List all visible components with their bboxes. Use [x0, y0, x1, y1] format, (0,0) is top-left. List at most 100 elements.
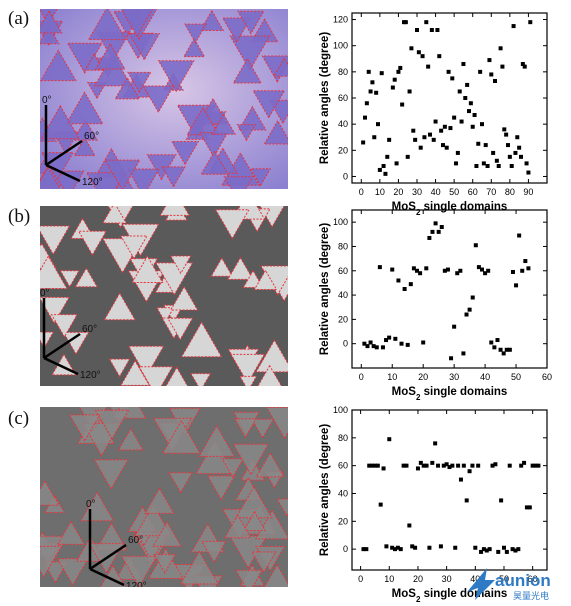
- mos2-domain: [117, 427, 144, 451]
- micrograph-a: 0° 60° 120°: [40, 9, 288, 189]
- mos2-domain: [93, 459, 129, 490]
- data-point: [465, 82, 470, 87]
- data-point: [376, 122, 380, 127]
- data-point: [387, 137, 392, 142]
- panel-label-b: (b): [8, 206, 31, 227]
- data-point: [377, 167, 382, 172]
- axis-angle-label: 0°: [40, 288, 50, 299]
- data-point: [367, 463, 372, 468]
- data-point: [527, 505, 532, 510]
- mos2-domain: [190, 373, 212, 386]
- mos2-domain: [232, 57, 263, 84]
- data-point: [502, 127, 507, 132]
- mos2-domain: [255, 509, 288, 540]
- mos2-domain: [40, 10, 63, 34]
- data-point: [398, 547, 403, 552]
- mos2-domain: [94, 42, 126, 70]
- data-point: [520, 62, 525, 66]
- data-point: [442, 124, 447, 129]
- mos2-domain: [52, 170, 85, 189]
- data-point: [410, 544, 415, 549]
- data-point: [458, 268, 463, 273]
- data-point: [489, 72, 494, 77]
- micrograph-b: 0° 60° 120°: [40, 206, 288, 386]
- y-tick-label: 80: [338, 241, 348, 251]
- mos2-domain: [40, 545, 63, 578]
- mos2-domain: [169, 285, 199, 311]
- mos2-domain: [236, 124, 257, 142]
- x-tick-label: 60: [468, 187, 478, 197]
- data-point: [384, 338, 389, 343]
- x-axis-label: MoS2 single domains: [392, 386, 508, 402]
- data-point: [390, 85, 395, 90]
- data-point: [368, 340, 373, 345]
- x-tick-label: 0: [359, 187, 364, 197]
- data-point: [361, 547, 366, 552]
- data-point: [418, 271, 423, 276]
- mos2-domain: [127, 345, 165, 378]
- data-point: [393, 336, 398, 341]
- data-point: [438, 544, 443, 549]
- data-point: [411, 128, 416, 133]
- data-point: [375, 463, 380, 468]
- data-point: [379, 71, 384, 76]
- y-tick-label: 20: [338, 516, 348, 526]
- mos2-domain: [223, 176, 254, 189]
- mos2-domain: [230, 353, 266, 385]
- data-point: [368, 89, 373, 94]
- data-point: [401, 463, 406, 468]
- data-point: [480, 122, 484, 127]
- mos2-domain: [183, 23, 207, 44]
- mos2-domain: [195, 439, 235, 475]
- data-point: [393, 547, 398, 552]
- mos2-domain: [161, 419, 201, 454]
- data-point: [519, 463, 524, 468]
- mos2-domain: [40, 49, 77, 82]
- data-point: [435, 28, 440, 32]
- data-point: [394, 161, 399, 166]
- data-point: [474, 164, 479, 168]
- mos2-domain: [93, 53, 133, 87]
- mos2-domain: [183, 37, 206, 58]
- data-point: [528, 20, 533, 25]
- data-point: [501, 545, 506, 550]
- y-tick-label: 40: [338, 488, 348, 498]
- data-point: [461, 351, 466, 356]
- mos2-domain: [156, 307, 175, 324]
- mos2-domain: [72, 118, 99, 141]
- mos2-domain: [120, 359, 151, 386]
- data-point: [464, 498, 469, 503]
- data-point: [374, 90, 379, 95]
- data-point: [510, 547, 515, 552]
- micrograph-c: 0° 60° 120°: [40, 407, 288, 587]
- orientation-axes: [42, 298, 81, 376]
- data-point: [392, 77, 397, 82]
- data-point: [517, 145, 522, 150]
- data-point: [424, 463, 429, 468]
- mos2-domain: [265, 407, 288, 440]
- mos2-domain: [62, 331, 90, 355]
- data-point: [510, 269, 515, 274]
- data-point: [522, 460, 527, 465]
- data-point: [422, 135, 427, 140]
- mos2-domain: [59, 270, 80, 288]
- data-point: [494, 158, 499, 163]
- data-point: [405, 342, 410, 347]
- mos2-domain: [255, 451, 285, 478]
- mos2-domain: [128, 33, 161, 61]
- data-point: [429, 28, 434, 32]
- mos2-domain: [157, 60, 195, 93]
- mos2-domain: [170, 141, 200, 166]
- watermark-cn: 昊量光电: [513, 590, 549, 602]
- mos2-domain: [255, 339, 288, 373]
- data-point: [390, 267, 395, 272]
- data-point: [442, 268, 447, 273]
- data-point: [363, 115, 367, 120]
- x-tick-label: 40: [480, 372, 490, 382]
- data-point: [436, 463, 441, 468]
- mos2-domain: [210, 257, 234, 277]
- mos2-domain: [40, 104, 81, 140]
- mos2-domain: [65, 91, 104, 125]
- data-point: [507, 347, 512, 352]
- mos2-domain: [131, 255, 164, 283]
